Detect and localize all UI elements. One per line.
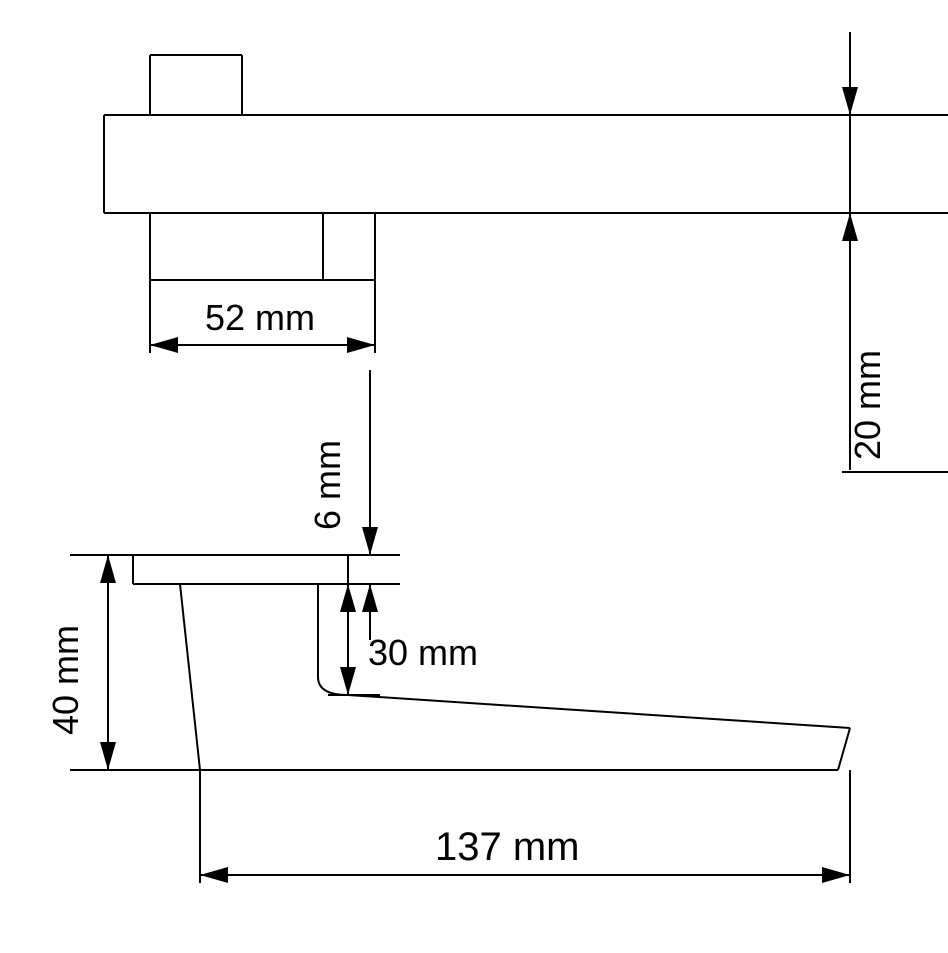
dim-137mm-label: 137 mm — [435, 825, 580, 869]
dim-40mm-label: 40 mm — [45, 625, 86, 735]
dim-6mm-label: 6 mm — [307, 440, 348, 530]
dim-30mm-label: 30 mm — [368, 632, 478, 673]
dim-52mm-label: 52 mm — [205, 297, 315, 338]
dim-20mm-label: 20 mm — [847, 350, 888, 460]
